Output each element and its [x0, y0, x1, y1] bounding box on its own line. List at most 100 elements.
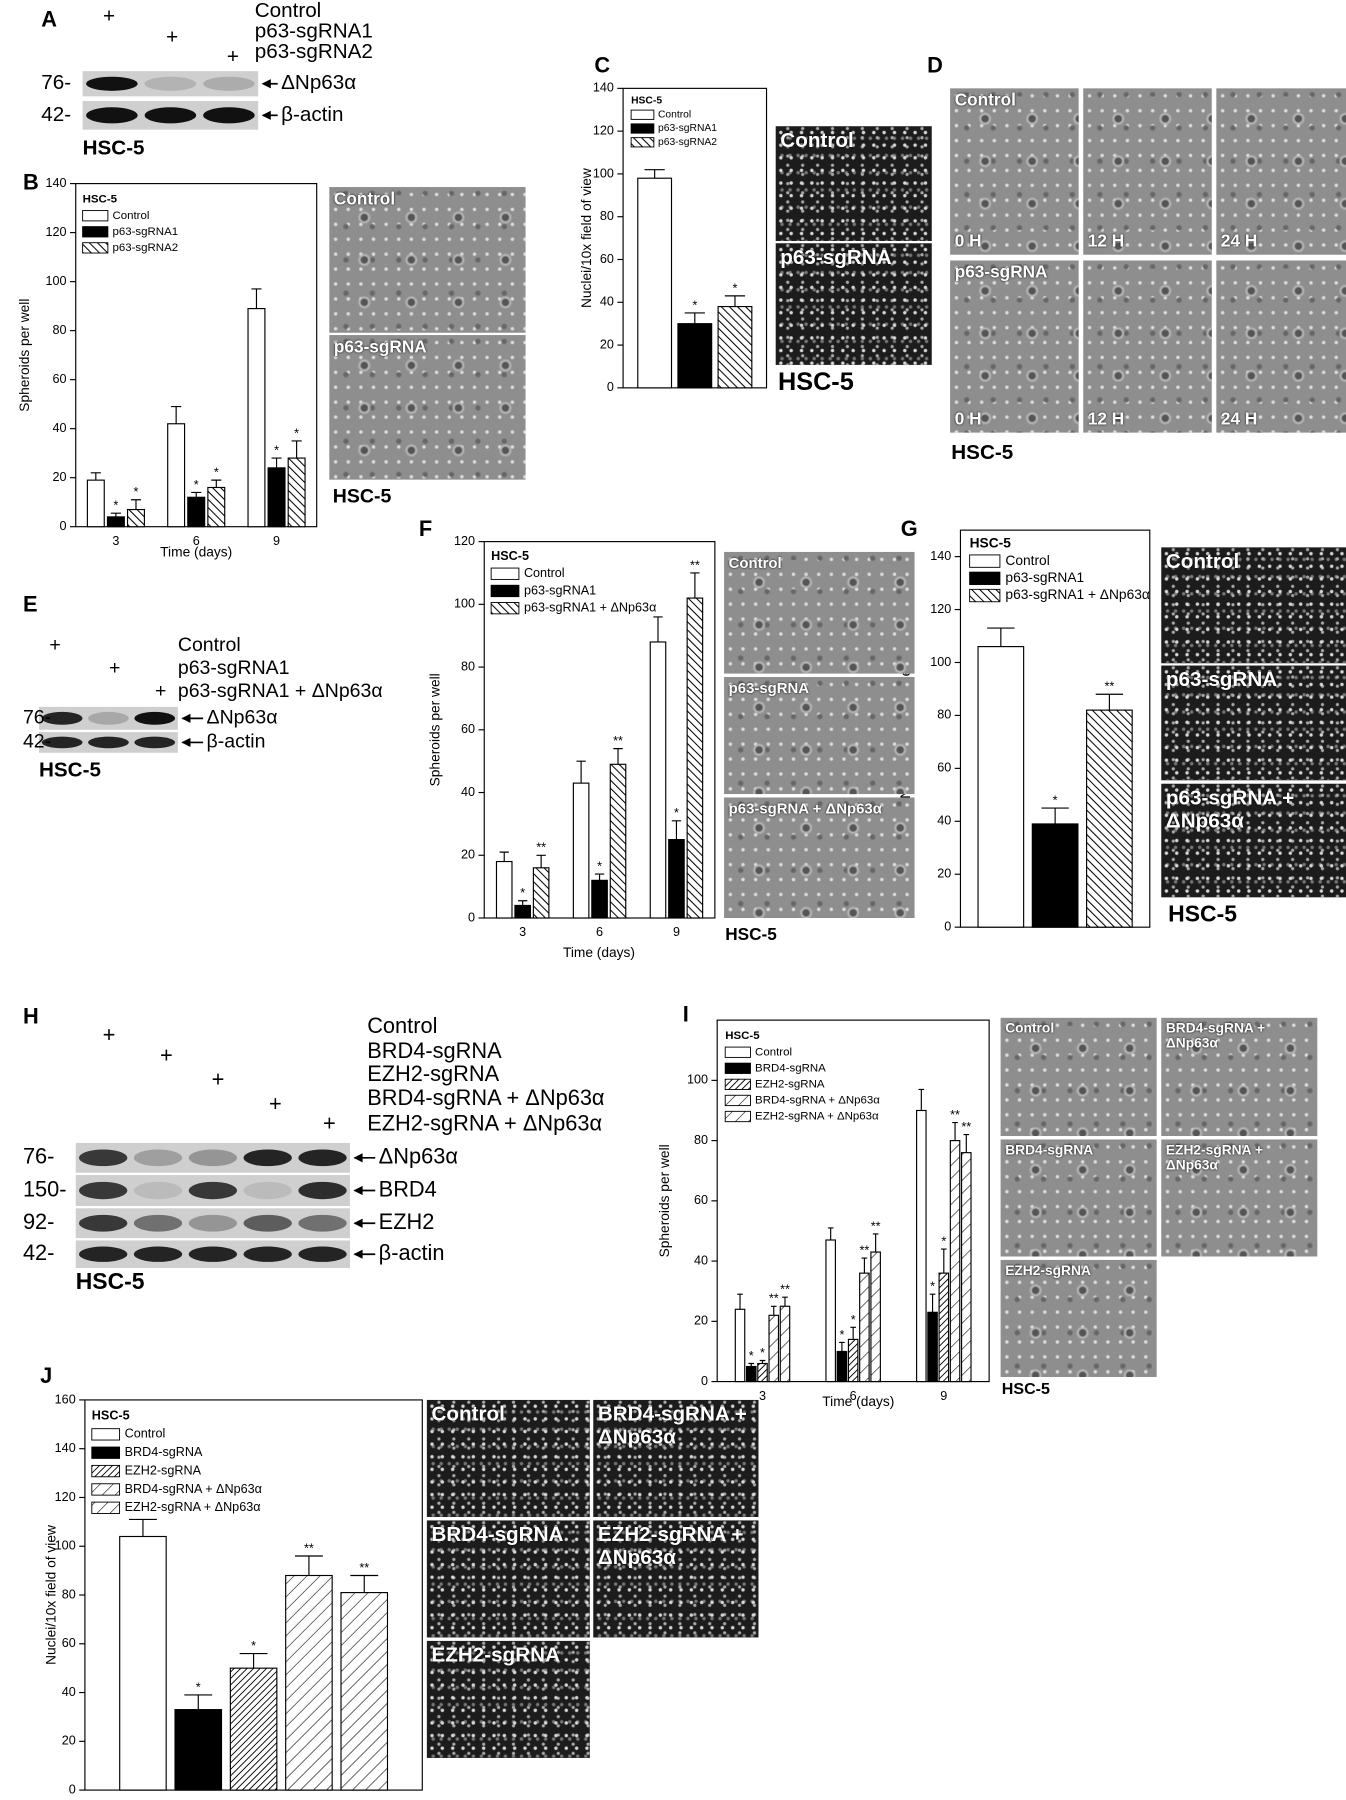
error-bar: [211, 479, 222, 488]
condition-label: BRD4-sgRNA: [367, 1038, 502, 1063]
band-label: β-actin: [281, 103, 343, 126]
significance-label: *: [692, 298, 697, 312]
bar: [532, 867, 550, 919]
x-axis-label: Time (days): [160, 545, 232, 560]
panel-label: J: [40, 1363, 52, 1388]
significance-label: **: [961, 1120, 971, 1134]
bar: [229, 1667, 278, 1791]
legend-label: EZH2-sgRNA: [125, 1463, 202, 1477]
significance-label: **: [859, 1244, 869, 1258]
bar: [187, 496, 206, 528]
arrow-head: [261, 79, 271, 89]
error-bar: [827, 1227, 834, 1241]
legend-label: EZH2-sgRNA: [755, 1078, 825, 1090]
cell-line: HSC-5: [725, 924, 777, 945]
error-bar: [90, 472, 101, 481]
error-bar: [128, 1518, 157, 1537]
significance-label: *: [134, 485, 139, 499]
error-bar: [929, 1293, 936, 1313]
marker-size: 42-: [23, 1240, 55, 1265]
micrograph-label: Control: [728, 554, 782, 572]
error-bar: [952, 1121, 958, 1141]
blot-band: [41, 711, 83, 725]
blot-band: [298, 1214, 347, 1232]
lane-plus: +: [269, 1091, 282, 1116]
blot-band: [79, 1214, 128, 1232]
legend-title: HSC-5: [83, 194, 118, 206]
legend-label: BRD4-sgRNA + ΔNp63α: [125, 1482, 262, 1496]
significance-label: *: [274, 444, 279, 458]
bar: [847, 1338, 859, 1383]
micrograph-label: p63-sgRNA + ΔNp63α: [1165, 786, 1295, 832]
bar: [572, 782, 590, 919]
bar: [106, 516, 125, 528]
micrograph-label: Control: [954, 90, 1016, 111]
significance-label: **: [950, 1108, 960, 1122]
bar: [717, 305, 753, 389]
error-bar: [644, 169, 665, 179]
significance-label: **: [769, 1292, 779, 1306]
significance-label: **: [871, 1219, 881, 1233]
lane-plus: +: [49, 634, 60, 656]
error-bar: [987, 627, 1015, 647]
y-tick-label: 0: [468, 910, 475, 924]
band-label: BRD4: [379, 1176, 437, 1201]
micrograph: EZH2-sgRNA: [1000, 1259, 1157, 1377]
cell-line: HSC-5: [332, 485, 392, 507]
legend-swatch: [490, 602, 520, 615]
y-axis-label: Spheroids per well: [657, 1144, 672, 1257]
band-label: EZH2: [379, 1209, 435, 1234]
significance-label: *: [1053, 794, 1058, 808]
legend-label: Control: [755, 1046, 792, 1058]
y-tick-label: 0: [607, 380, 614, 394]
error-bar: [737, 1293, 743, 1310]
y-tick-label: 140: [593, 81, 614, 95]
legend-swatch: [82, 242, 109, 254]
condition-label: p63-sgRNA1 + ΔNp63α: [178, 680, 383, 702]
bar: [247, 308, 266, 528]
condition-label: EZH2-sgRNA: [367, 1061, 499, 1086]
y-tick-label: 20: [62, 1734, 76, 1748]
x-axis-label: Time (days): [822, 1394, 894, 1409]
error-bar: [350, 1574, 379, 1593]
legend-label: Control: [112, 210, 149, 222]
bar: [938, 1272, 950, 1383]
significance-label: *: [760, 1346, 765, 1360]
y-tick-label: 120: [46, 225, 67, 239]
significance-label: *: [733, 281, 738, 295]
arrow-head: [353, 1218, 363, 1228]
blot-band: [243, 1149, 292, 1167]
error-bar: [594, 873, 605, 881]
bar: [495, 860, 513, 919]
legend-swatch: [91, 1501, 121, 1514]
legend-swatch: [91, 1464, 121, 1478]
bar: [649, 641, 667, 919]
marker-size: 150-: [23, 1176, 67, 1201]
cell-line: HSC-5: [1168, 901, 1238, 928]
bar: [960, 1152, 972, 1383]
bar: [768, 1314, 780, 1383]
micrograph: 24 H: [1216, 260, 1346, 433]
micrograph-label: Control: [1165, 549, 1240, 573]
significance-label: *: [214, 466, 219, 480]
significance-label: *: [674, 806, 679, 820]
band-label: ΔNp63α: [379, 1144, 458, 1169]
significance-label: *: [194, 478, 199, 492]
condition-label: Control: [367, 1013, 437, 1038]
marker-size: 76-: [23, 1144, 55, 1169]
bar: [591, 879, 608, 919]
panel-label: I: [683, 1001, 689, 1026]
arrow-head: [181, 737, 191, 748]
band-label: ΔNp63α: [281, 71, 356, 94]
significance-label: **: [536, 841, 546, 855]
error-bar: [918, 1088, 925, 1111]
marker-size: 42-: [23, 731, 51, 753]
blot-band: [41, 736, 83, 749]
y-tick-label: 140: [55, 1441, 76, 1455]
micrograph: Control: [724, 551, 915, 674]
micrograph-label: BRD4-sgRNA + ΔNp63α: [1165, 1020, 1266, 1052]
x-tick-label: 6: [193, 534, 200, 548]
cell-line: HSC-5: [1001, 1378, 1050, 1398]
error-bar: [759, 1359, 766, 1364]
